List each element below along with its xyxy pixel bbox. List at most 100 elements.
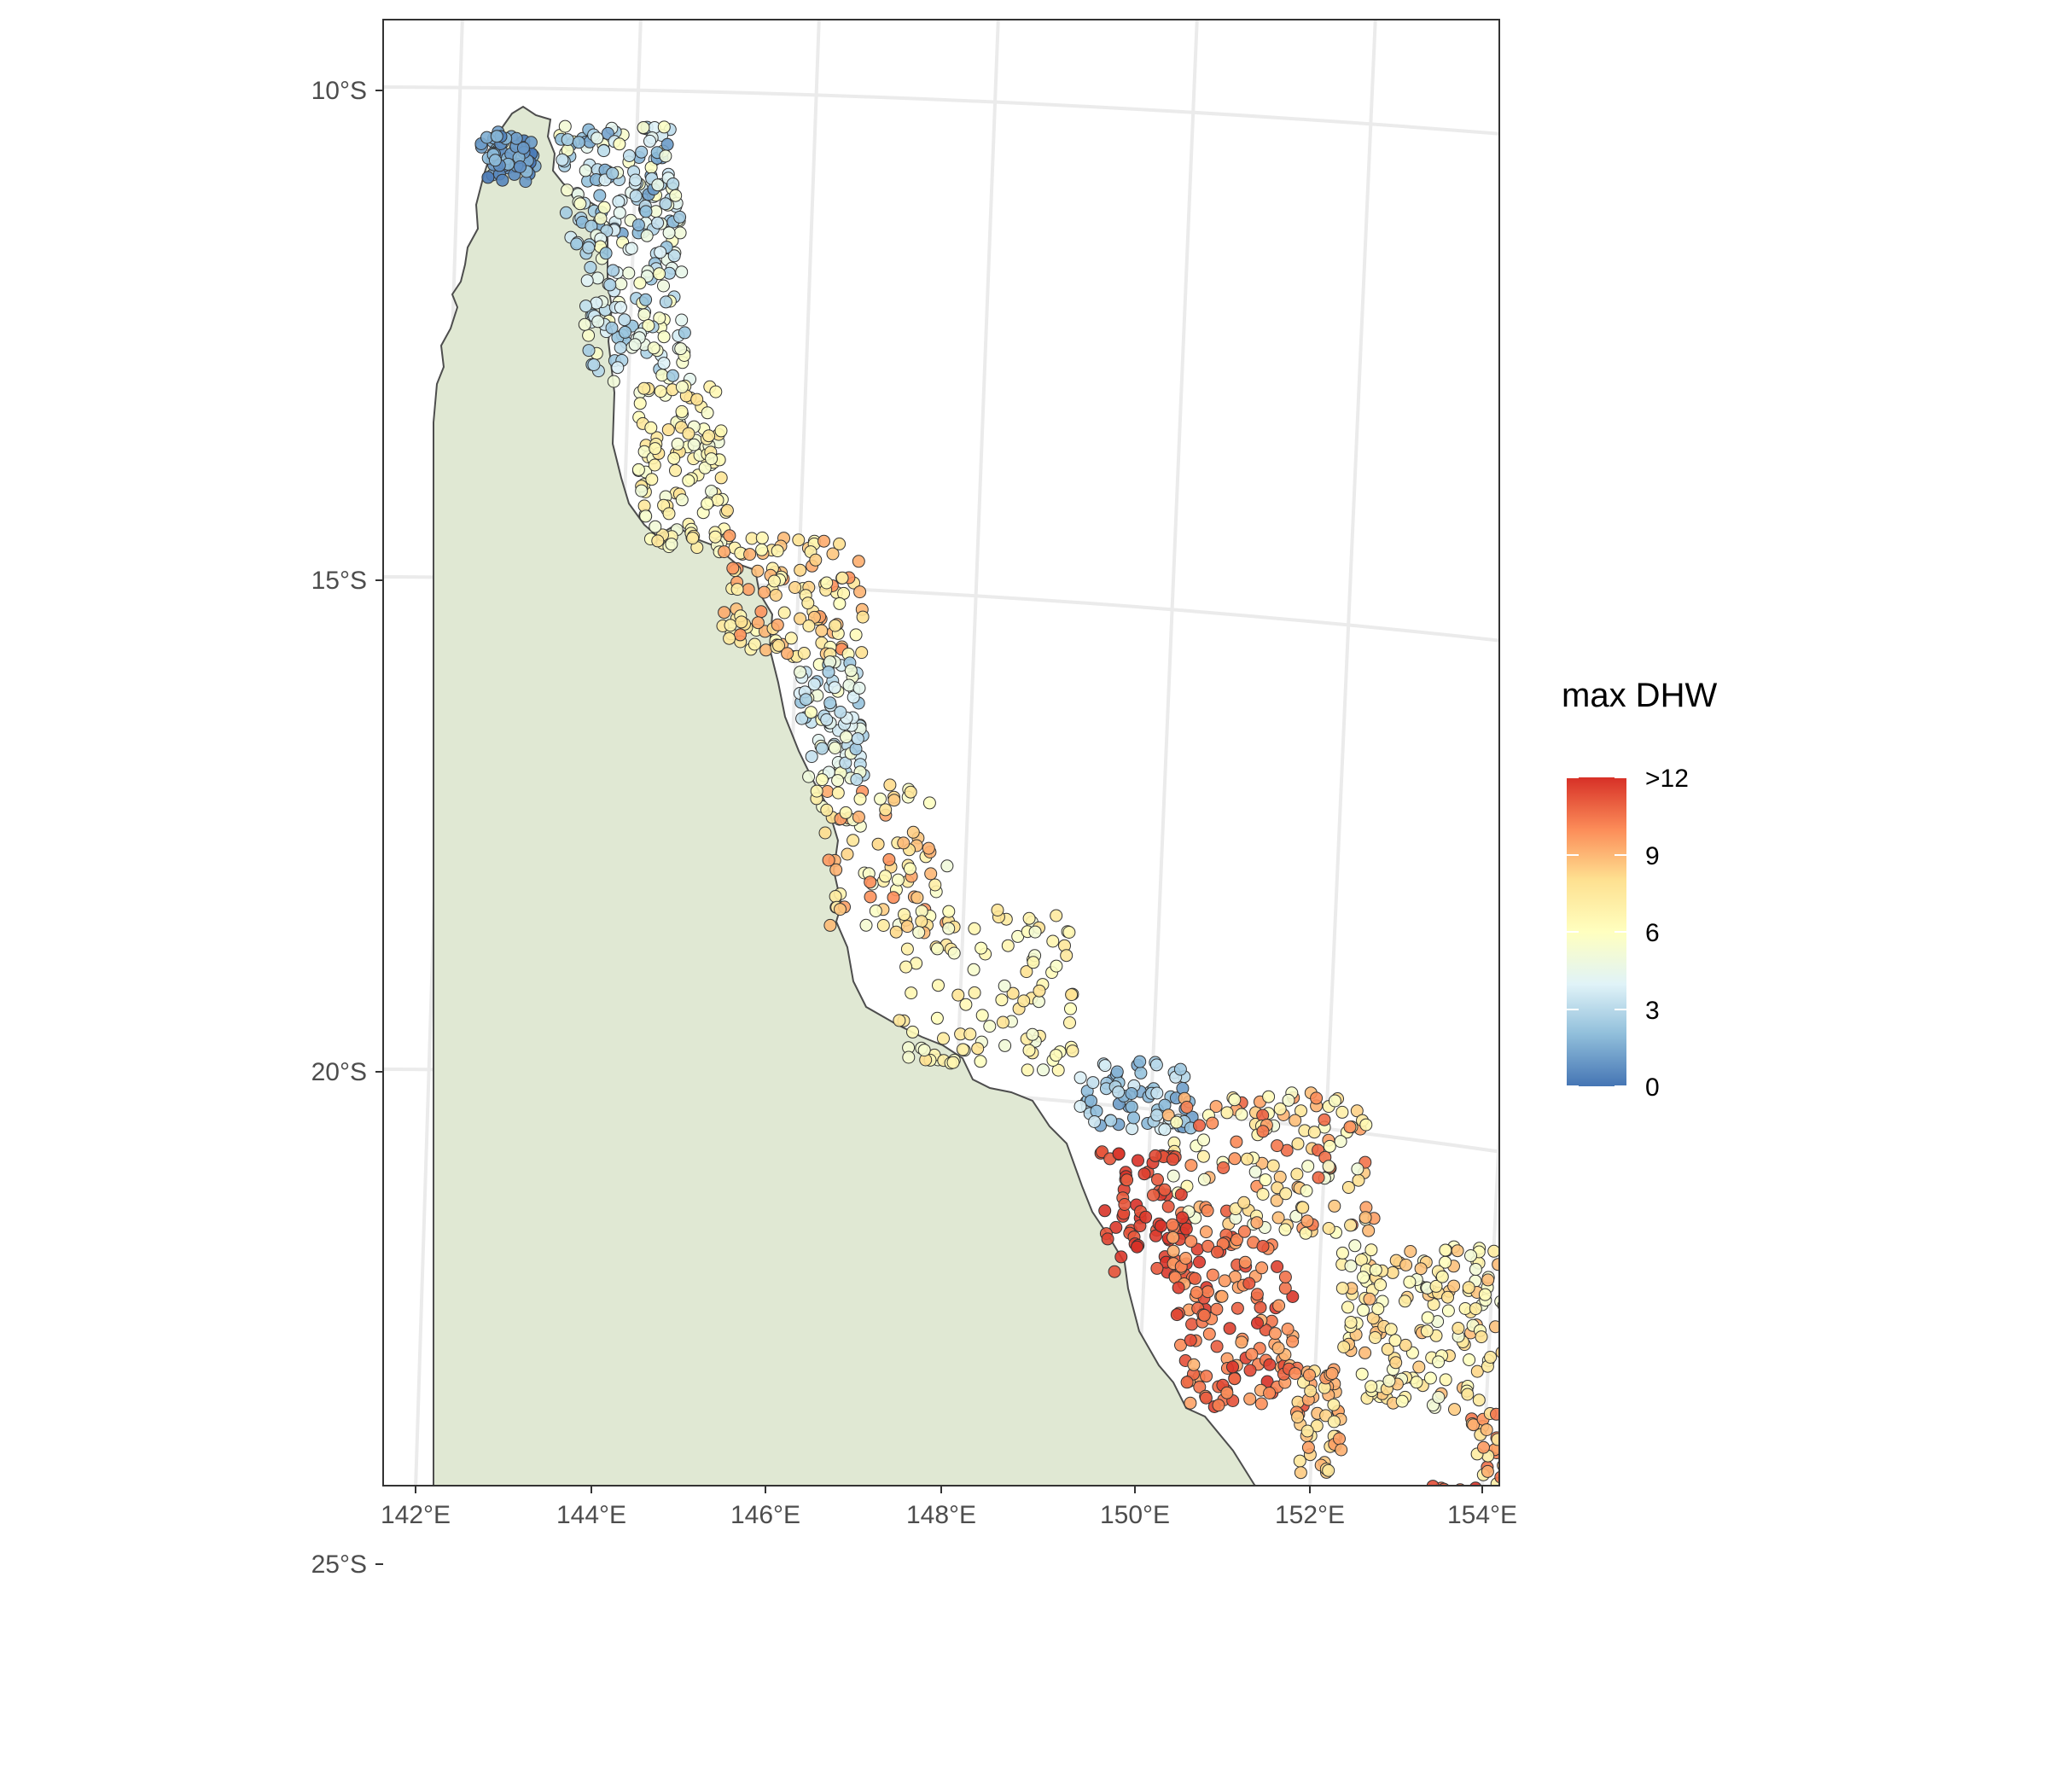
x-tick-label-146e: 146°E bbox=[730, 1501, 800, 1529]
reef-point bbox=[599, 247, 613, 260]
reef-point bbox=[1132, 1154, 1144, 1167]
reef-point bbox=[1414, 1631, 1426, 1643]
reef-point bbox=[1528, 1421, 1540, 1433]
reef-point bbox=[1050, 959, 1063, 973]
reef-point bbox=[1516, 1511, 1528, 1523]
reef-point bbox=[1413, 1494, 1425, 1506]
reef-point bbox=[1286, 1290, 1300, 1303]
reef-point bbox=[1415, 1511, 1427, 1523]
reef-point bbox=[1484, 1351, 1498, 1364]
reef-point bbox=[1516, 1376, 1527, 1388]
reef-point bbox=[481, 171, 495, 184]
reef-point bbox=[1451, 1550, 1463, 1562]
reef-point bbox=[1263, 1387, 1277, 1399]
reef-point bbox=[1402, 1511, 1414, 1523]
reef-point bbox=[1238, 1255, 1252, 1269]
reef-point bbox=[1167, 1231, 1180, 1244]
reef-point bbox=[822, 853, 835, 867]
reef-point bbox=[661, 423, 675, 437]
reef-point bbox=[1001, 939, 1015, 952]
reef-point bbox=[1461, 1388, 1475, 1401]
reef-point bbox=[698, 461, 712, 474]
reef-point bbox=[1523, 1457, 1535, 1469]
reef-point bbox=[1304, 1384, 1318, 1398]
reef-point bbox=[1393, 1581, 1405, 1593]
reef-point bbox=[947, 946, 961, 960]
reef-point bbox=[1050, 1049, 1062, 1062]
reef-point bbox=[1411, 1501, 1423, 1513]
reef-point bbox=[889, 925, 903, 939]
reef-point bbox=[1410, 1614, 1422, 1626]
reef-point bbox=[1464, 1249, 1477, 1262]
reef-point bbox=[1060, 949, 1073, 963]
reef-point bbox=[1405, 1594, 1417, 1606]
reef-point bbox=[1374, 1278, 1388, 1292]
reef-point bbox=[998, 979, 1011, 992]
reef-point bbox=[1513, 1579, 1525, 1591]
reef-point bbox=[587, 358, 601, 371]
reef-point bbox=[1380, 1578, 1392, 1590]
reef-point bbox=[1062, 926, 1076, 939]
reef-point bbox=[1399, 1295, 1411, 1308]
reef-point bbox=[1033, 984, 1046, 998]
reef-point bbox=[823, 696, 837, 710]
reef-point bbox=[809, 553, 823, 567]
reef-point bbox=[802, 620, 816, 632]
reef-point bbox=[815, 773, 829, 787]
reef-point bbox=[1371, 1584, 1383, 1596]
reef-point bbox=[1457, 1626, 1469, 1638]
reef-point bbox=[1399, 1258, 1413, 1271]
reef-point bbox=[852, 681, 866, 695]
reef-point bbox=[1571, 1713, 1583, 1725]
reef-point bbox=[1472, 1393, 1486, 1407]
reef-point bbox=[1382, 1374, 1396, 1388]
reef-point bbox=[1501, 1253, 1513, 1265]
reef-point bbox=[900, 920, 914, 934]
reef-point bbox=[659, 295, 672, 309]
x-tick-label-152e: 152°E bbox=[1275, 1501, 1345, 1529]
reef-point bbox=[666, 177, 680, 190]
reef-point bbox=[659, 149, 672, 163]
reef-point bbox=[755, 531, 769, 544]
reef-point bbox=[1524, 1347, 1536, 1359]
reef-point bbox=[1209, 1100, 1223, 1114]
reef-point bbox=[1477, 1589, 1489, 1601]
reef-point bbox=[1289, 1114, 1302, 1127]
reef-point bbox=[956, 1043, 969, 1056]
reef-point bbox=[1498, 1289, 1499, 1291]
reef-point bbox=[1210, 1340, 1224, 1353]
reef-point bbox=[754, 605, 768, 619]
reef-point bbox=[1489, 1542, 1501, 1554]
reef-point bbox=[1112, 1147, 1126, 1161]
reef-point bbox=[1327, 1398, 1341, 1411]
reef-point bbox=[605, 321, 619, 335]
reef-point bbox=[1133, 1055, 1147, 1068]
reef-point bbox=[906, 825, 920, 839]
reef-point bbox=[1494, 1295, 1499, 1308]
reef-point bbox=[1574, 1733, 1585, 1745]
reef-point bbox=[794, 563, 807, 577]
reef-point bbox=[628, 338, 642, 352]
reef-point bbox=[1368, 1521, 1380, 1533]
reef-point bbox=[1503, 1539, 1515, 1551]
reef-point bbox=[805, 750, 818, 764]
reef-point bbox=[1369, 1331, 1382, 1344]
reef-point bbox=[1215, 1289, 1229, 1303]
reef-point bbox=[1535, 1449, 1547, 1461]
reef-point bbox=[912, 926, 926, 940]
reef-point bbox=[1127, 1111, 1140, 1125]
reef-point bbox=[1374, 1638, 1386, 1650]
reef-point bbox=[1511, 1297, 1523, 1309]
reef-point bbox=[1514, 1450, 1526, 1462]
y-axis: 10°S 15°S 20°S 25°S bbox=[311, 77, 383, 1579]
reef-point bbox=[1429, 1279, 1443, 1293]
reef-point bbox=[1475, 1330, 1488, 1344]
reef-point bbox=[864, 876, 877, 889]
reef-point bbox=[1535, 1422, 1547, 1434]
reef-point bbox=[1521, 1343, 1533, 1355]
reef-point bbox=[682, 427, 695, 440]
reef-point bbox=[1435, 1543, 1447, 1555]
reef-point bbox=[1510, 1426, 1521, 1438]
reef-point bbox=[1488, 1580, 1500, 1592]
reef-point bbox=[1475, 1605, 1487, 1617]
